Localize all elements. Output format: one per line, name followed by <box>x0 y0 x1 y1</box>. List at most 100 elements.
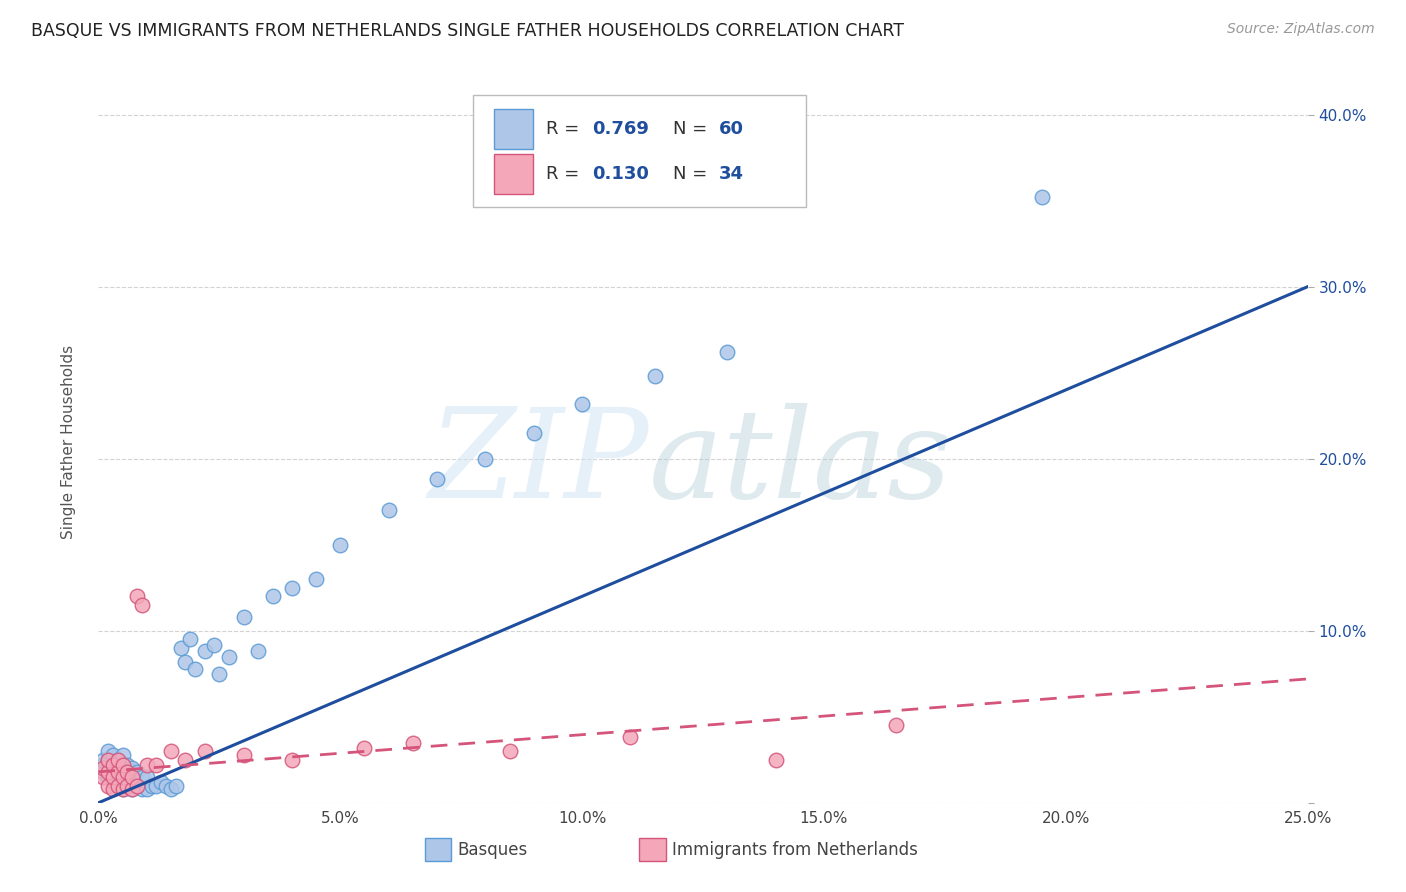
Point <box>121 772 143 786</box>
Point <box>644 369 666 384</box>
Text: atlas: atlas <box>648 402 952 524</box>
Point <box>174 753 197 767</box>
Text: 60: 60 <box>718 120 744 137</box>
Point <box>160 782 183 797</box>
Point <box>107 779 129 793</box>
Point <box>127 590 149 604</box>
Point <box>97 753 120 767</box>
Point <box>218 649 240 664</box>
Point <box>329 538 352 552</box>
Point <box>194 644 217 658</box>
Point <box>91 758 114 772</box>
Point <box>97 764 120 779</box>
Point <box>111 747 134 762</box>
FancyBboxPatch shape <box>474 95 806 207</box>
Point <box>208 666 231 681</box>
Point <box>127 764 149 779</box>
Point <box>101 782 124 797</box>
Point <box>184 662 207 676</box>
Point <box>117 779 139 793</box>
Point <box>111 782 134 797</box>
Point <box>131 770 153 784</box>
Point <box>121 761 143 775</box>
Point <box>97 761 120 775</box>
Point <box>169 640 191 655</box>
Text: ZIP: ZIP <box>429 402 648 524</box>
Text: N =: N = <box>672 120 713 137</box>
Point <box>111 770 134 784</box>
Point <box>107 761 129 775</box>
Point <box>247 644 270 658</box>
Text: 34: 34 <box>718 165 744 183</box>
Point <box>101 758 124 772</box>
Point <box>135 758 157 772</box>
Point <box>498 744 520 758</box>
Point <box>107 779 129 793</box>
Text: N =: N = <box>672 165 713 183</box>
Point <box>232 610 254 624</box>
Point <box>117 764 139 779</box>
Point <box>101 775 124 789</box>
Point <box>886 718 908 732</box>
Point <box>101 758 124 772</box>
Point <box>353 740 375 755</box>
Point <box>131 598 153 612</box>
Point <box>619 731 641 745</box>
Point <box>121 782 143 797</box>
Point <box>111 758 134 772</box>
Point <box>111 764 134 779</box>
Point <box>117 768 139 782</box>
Text: 0.130: 0.130 <box>592 165 648 183</box>
Point <box>135 770 157 784</box>
Point <box>426 472 449 486</box>
Point <box>262 590 284 604</box>
Point <box>111 775 134 789</box>
Point <box>174 655 197 669</box>
Point <box>145 758 167 772</box>
Point <box>155 779 177 793</box>
Point <box>145 779 167 793</box>
Point <box>131 782 153 797</box>
Point <box>474 451 496 466</box>
Point <box>127 779 149 793</box>
FancyBboxPatch shape <box>494 109 533 149</box>
Point <box>107 764 129 779</box>
Point <box>91 761 114 775</box>
Point <box>101 764 124 779</box>
Point <box>571 397 593 411</box>
Point <box>107 770 129 784</box>
Point <box>111 782 134 797</box>
Text: Source: ZipAtlas.com: Source: ZipAtlas.com <box>1227 22 1375 37</box>
Point <box>281 753 304 767</box>
Point <box>402 735 425 749</box>
FancyBboxPatch shape <box>494 154 533 194</box>
Text: Basques: Basques <box>457 841 527 859</box>
FancyBboxPatch shape <box>425 838 451 862</box>
Point <box>165 779 187 793</box>
Point <box>97 744 120 758</box>
Point <box>377 503 399 517</box>
Point <box>101 747 124 762</box>
Text: R =: R = <box>546 165 585 183</box>
Point <box>150 775 173 789</box>
Point <box>121 770 143 784</box>
Point <box>179 632 201 647</box>
Text: Immigrants from Netherlands: Immigrants from Netherlands <box>672 841 918 859</box>
Point <box>101 770 124 784</box>
Point <box>127 779 149 793</box>
Point <box>91 764 114 779</box>
Y-axis label: Single Father Households: Single Father Households <box>62 344 76 539</box>
Point <box>107 753 129 767</box>
Point <box>121 782 143 797</box>
Point <box>523 425 546 440</box>
Point <box>111 758 134 772</box>
Point <box>107 753 129 767</box>
Point <box>1031 190 1053 204</box>
Point <box>135 782 157 797</box>
Point <box>117 779 139 793</box>
Point <box>204 638 226 652</box>
Point <box>765 753 787 767</box>
Point <box>232 747 254 762</box>
FancyBboxPatch shape <box>638 838 665 862</box>
Point <box>117 758 139 772</box>
